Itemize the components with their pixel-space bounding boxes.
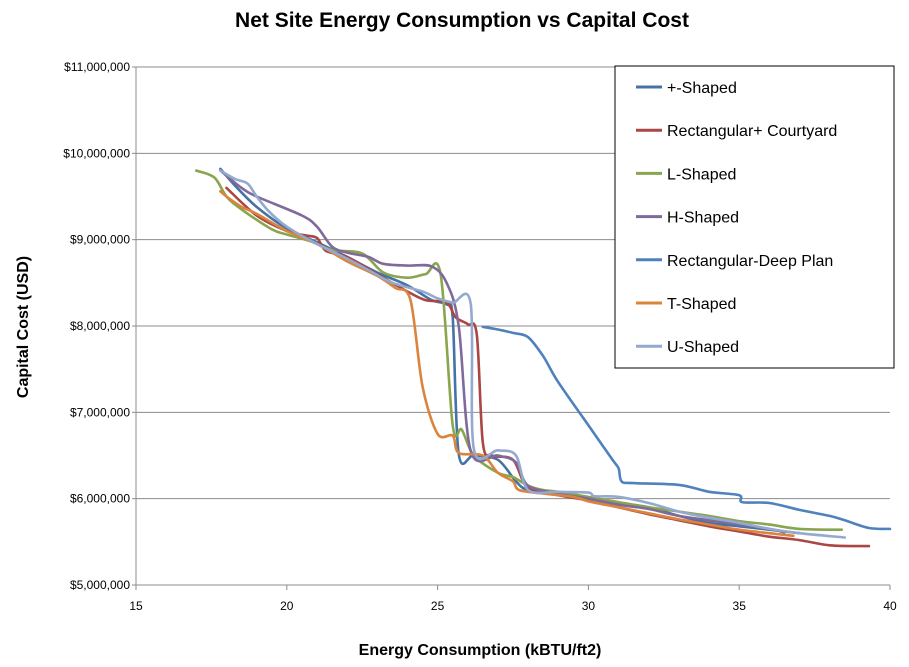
- legend-entry: +-Shaped: [667, 80, 737, 97]
- y-tick-label: $9,000,000: [70, 233, 130, 247]
- legend-entry: Rectangular-Deep Plan: [667, 253, 833, 270]
- y-tick-label: $8,000,000: [70, 319, 130, 333]
- series-lines: [195, 167, 892, 548]
- y-tick-label: $11,000,000: [64, 60, 130, 74]
- legend: +-Shaped Rectangular+ Courtyard L-Shaped H-…: [614, 65, 895, 369]
- series-line-7: [219, 169, 847, 539]
- y-tick-label: $10,000,000: [63, 146, 130, 160]
- x-tick-label: 25: [431, 599, 445, 613]
- x-tick-label: 40: [883, 599, 897, 613]
- series-line-5: [481, 325, 892, 531]
- x-tick-label: 35: [733, 599, 747, 613]
- y-axis-tick-labels: $5,000,000 $6,000,000 $7,000,000 $8,000,000…: [63, 60, 136, 592]
- x-tick-label: 15: [129, 599, 143, 613]
- chart-title: Net Site Energy Consumption vs Capital C…: [235, 9, 689, 32]
- legend-entry: Rectangular+ Courtyard: [667, 123, 837, 140]
- legend-entry: T-Shaped: [667, 296, 736, 313]
- series-line-4: [219, 169, 786, 534]
- x-tick-label: 30: [582, 599, 596, 613]
- x-tick-label: 20: [280, 599, 294, 613]
- y-tick-label: $7,000,000: [70, 405, 130, 419]
- legend-entry: U-Shaped: [667, 339, 739, 356]
- y-tick-label: $5,000,000: [70, 578, 130, 592]
- x-axis-title: Energy Consumption (kBTU/ft2): [359, 642, 602, 659]
- x-axis-tick-labels: 15 20 25 30 35 40: [129, 585, 897, 613]
- y-tick-label: $6,000,000: [70, 492, 130, 506]
- grid-lines: [136, 66, 890, 500]
- legend-entry: L-Shaped: [667, 166, 736, 183]
- y-axis-title: Capital Cost (USD): [15, 256, 32, 398]
- legend-entry: H-Shaped: [667, 210, 739, 227]
